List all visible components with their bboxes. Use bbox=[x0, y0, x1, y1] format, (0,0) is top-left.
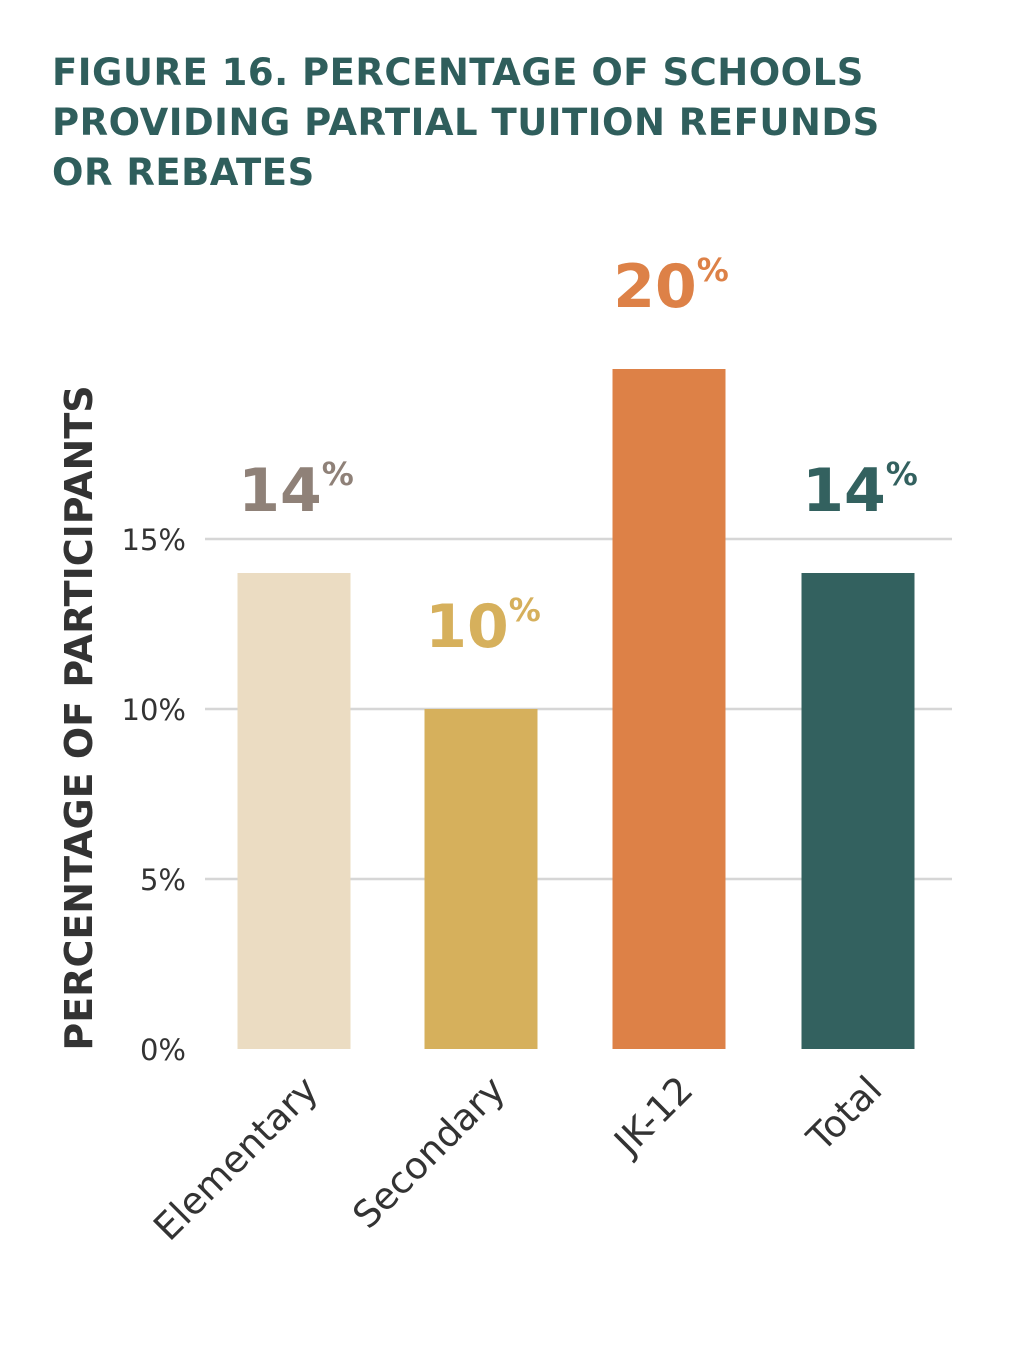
bar-elementary bbox=[237, 573, 351, 1049]
y-tick-label: 5% bbox=[140, 863, 186, 897]
value-label: 14% bbox=[238, 455, 354, 526]
y-axis-label: PERCENTAGE OF PARTICIPANTS bbox=[57, 385, 101, 1050]
bar-secondary bbox=[424, 709, 538, 1049]
y-tick-label: 10% bbox=[122, 693, 186, 727]
value-label: 14% bbox=[802, 455, 918, 526]
x-tick-label: Secondary bbox=[344, 1068, 513, 1237]
y-tick-label: 15% bbox=[122, 523, 186, 557]
x-axis-ticks: Elementary Secondary JK-12 Total bbox=[145, 1068, 890, 1249]
value-labels: 14% 10% 20% 14% bbox=[238, 251, 918, 662]
value-label: 10% bbox=[425, 591, 541, 662]
chart-title-line-1: FIGURE 16. PERCENTAGE OF SCHOOLS bbox=[52, 51, 864, 94]
chart-title-line-2: PROVIDING PARTIAL TUITION REFUNDS bbox=[52, 101, 880, 144]
value-label: 20% bbox=[613, 251, 729, 322]
x-tick-label: JK-12 bbox=[605, 1068, 702, 1165]
x-tick-label: Total bbox=[798, 1068, 890, 1160]
bar-jk-12 bbox=[612, 369, 726, 1049]
bars bbox=[237, 369, 915, 1049]
chart-title: FIGURE 16. PERCENTAGE OF SCHOOLS PROVIDI… bbox=[52, 48, 972, 198]
bar-total bbox=[801, 573, 915, 1049]
y-tick-label: 0% bbox=[140, 1033, 186, 1067]
x-tick-label: Elementary bbox=[145, 1068, 326, 1249]
chart-title-line-3: OR REBATES bbox=[52, 151, 315, 194]
y-axis-ticks: 0% 5% 10% 15% bbox=[122, 523, 186, 1067]
